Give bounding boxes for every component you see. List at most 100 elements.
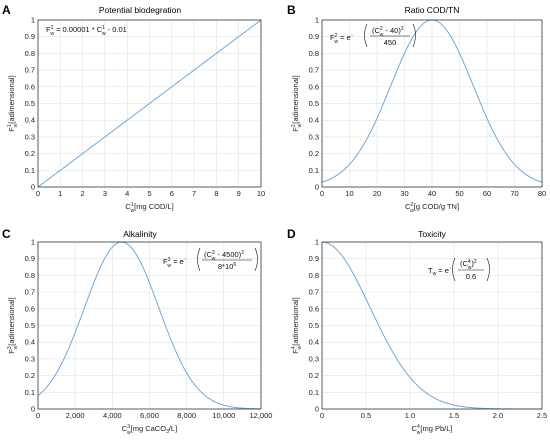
- svg-text:F2w = e·: F2 w = e·: [330, 30, 353, 45]
- panel-c-plot-frame: [37, 241, 262, 410]
- panel-b-x-ticks: 0 10 20 30 40 50 60 70 80: [320, 189, 546, 198]
- x-tick-label: 80: [538, 189, 546, 198]
- x-tick-label: 0: [36, 189, 40, 198]
- y-tick-label: 0.2: [25, 371, 35, 380]
- y-tick-label: 0.5: [25, 321, 35, 330]
- panel-a-y-ticks: 0 0.1 0.2 0.3 0.4 0.5 0.6 0.7 0.8 0.9 1: [25, 16, 35, 192]
- x-tick-label: 1.5: [449, 411, 459, 420]
- x-tick-label: 4: [125, 189, 129, 198]
- x-tick-label: 10: [345, 189, 353, 198]
- y-tick-label: 0.5: [25, 99, 35, 108]
- x-tick-label: 1: [58, 189, 62, 198]
- panel-b-x-axis-label: C2 w[g COD/g TN]: [405, 202, 459, 214]
- panel-d-grid: [322, 242, 542, 409]
- y-tick-label: 1: [315, 16, 319, 25]
- y-tick-label: 0.6: [309, 82, 319, 91]
- x-tick-label: 8: [214, 189, 218, 198]
- y-tick-label: 0.4: [25, 338, 35, 347]
- panel-b-formula: F2 w = e· (C2 w - 40)2 450: [330, 23, 416, 48]
- panel-letter-d: D: [287, 227, 296, 241]
- y-tick-label: 0.3: [309, 132, 319, 141]
- panel-b: B Ratio COD/TN 0 10 20 30 40 50 60 70 80 0 0.1 0.2…: [287, 3, 546, 214]
- panel-a-x-ticks: 0 1 2 3 4 5 6 7 8 9 10: [36, 189, 265, 198]
- y-tick-label: 0.8: [25, 49, 35, 58]
- panel-c-title: Alkalinity: [123, 229, 157, 239]
- panel-c-series-line: [37, 241, 262, 410]
- y-tick-label: 0: [31, 183, 35, 192]
- x-tick-label: 4,000: [103, 411, 122, 420]
- panel-c-x-ticks: 0 2,000 4,000 6,000 8,000 10,000 12,000: [36, 411, 273, 420]
- y-tick-label: 0.7: [25, 288, 35, 297]
- panel-b-grid: [322, 20, 542, 187]
- x-tick-label: 7: [192, 189, 196, 198]
- x-tick-label: 50: [455, 189, 463, 198]
- y-tick-label: 0.4: [309, 116, 319, 125]
- panel-b-y-axis-label: F2w[adimensional]: [291, 75, 303, 131]
- y-tick-label: 0.8: [309, 49, 319, 58]
- x-tick-label: 0: [36, 411, 40, 420]
- y-tick-label: 0.9: [309, 254, 319, 263]
- y-tick-label: 0.5: [309, 321, 319, 330]
- panel-b-plot-frame: [321, 19, 543, 188]
- x-tick-label: 2: [81, 189, 85, 198]
- y-tick-label: 0.7: [309, 66, 319, 75]
- svg-text:Tw = e·: Tw = e·: [428, 263, 451, 277]
- panel-b-y-ticks: 0 0.1 0.2 0.3 0.4 0.5 0.6 0.7 0.8 0.9 1: [309, 16, 319, 192]
- y-tick-label: 1: [31, 16, 35, 25]
- y-tick-label: 0: [315, 405, 319, 414]
- x-tick-label: 40: [428, 189, 436, 198]
- panel-b-title: Ratio COD/TN: [405, 5, 460, 15]
- x-tick-label: 1.0: [405, 411, 415, 420]
- y-tick-label: 0.3: [309, 354, 319, 363]
- x-tick-label: 0: [320, 189, 324, 198]
- y-tick-label: 0: [31, 405, 35, 414]
- x-tick-label: 3: [103, 189, 107, 198]
- y-tick-label: 0.3: [25, 132, 35, 141]
- y-tick-label: 0.9: [309, 32, 319, 41]
- panel-d-plot-frame: [321, 241, 543, 410]
- svg-text:(C4w)2: (C4 w)2: [460, 259, 477, 271]
- panel-c-grid: [38, 242, 261, 409]
- y-tick-label: 0.9: [25, 254, 35, 263]
- x-tick-label: 60: [483, 189, 491, 198]
- panel-a-x-axis-label: C1 w[mg COD/L]: [125, 202, 173, 214]
- panel-d-x-axis-label: C4 w[mg Pb/L]: [412, 424, 453, 436]
- y-tick-label: 0.1: [309, 166, 319, 175]
- x-tick-label: 6,000: [140, 411, 159, 420]
- svg-text:0.6: 0.6: [466, 272, 476, 281]
- x-tick-label: 30: [400, 189, 408, 198]
- panel-c: C Alkalinity 0 2,000 4,000 6,000 8,000 10,000…: [2, 227, 272, 436]
- x-tick-label: 0.5: [361, 411, 371, 420]
- panel-c-y-ticks: 0 0.1 0.2 0.3 0.4 0.5 0.6 0.7 0.8 0.9 1: [25, 238, 35, 414]
- x-tick-label: 2,000: [66, 411, 85, 420]
- x-tick-label: 5: [147, 189, 151, 198]
- y-tick-label: 0.3: [25, 354, 35, 363]
- x-tick-label: 2.5: [537, 411, 547, 420]
- y-tick-label: 0.7: [25, 66, 35, 75]
- x-tick-label: 9: [237, 189, 241, 198]
- y-tick-label: 0: [315, 183, 319, 192]
- y-tick-label: 0.1: [25, 388, 35, 397]
- y-tick-label: 0.1: [25, 166, 35, 175]
- panel-a-series-line: [37, 19, 262, 188]
- panel-a-title: Potential biodegration: [99, 5, 182, 15]
- svg-text:8*106: 8*106: [218, 262, 236, 271]
- y-tick-label: 0.5: [309, 99, 319, 108]
- y-tick-label: 0.1: [309, 388, 319, 397]
- svg-text:F3w = e·: F3 w = e·: [163, 254, 186, 269]
- x-tick-label: 12,000: [250, 411, 273, 420]
- panel-a-y-axis-label: F1w[adimensional]: [7, 75, 19, 131]
- panel-letter-b: B: [287, 3, 296, 17]
- y-tick-label: 0.2: [309, 371, 319, 380]
- y-tick-label: 0.8: [25, 271, 35, 280]
- panel-letter-c: C: [2, 227, 11, 241]
- y-tick-label: 0.2: [309, 149, 319, 158]
- y-tick-label: 0.6: [25, 82, 35, 91]
- y-tick-label: 0.4: [25, 116, 35, 125]
- x-tick-label: 8,000: [177, 411, 196, 420]
- x-tick-label: 0: [320, 411, 324, 420]
- y-tick-label: 1: [31, 238, 35, 247]
- panel-a-plot-frame: [37, 19, 262, 188]
- svg-text:450: 450: [384, 38, 397, 47]
